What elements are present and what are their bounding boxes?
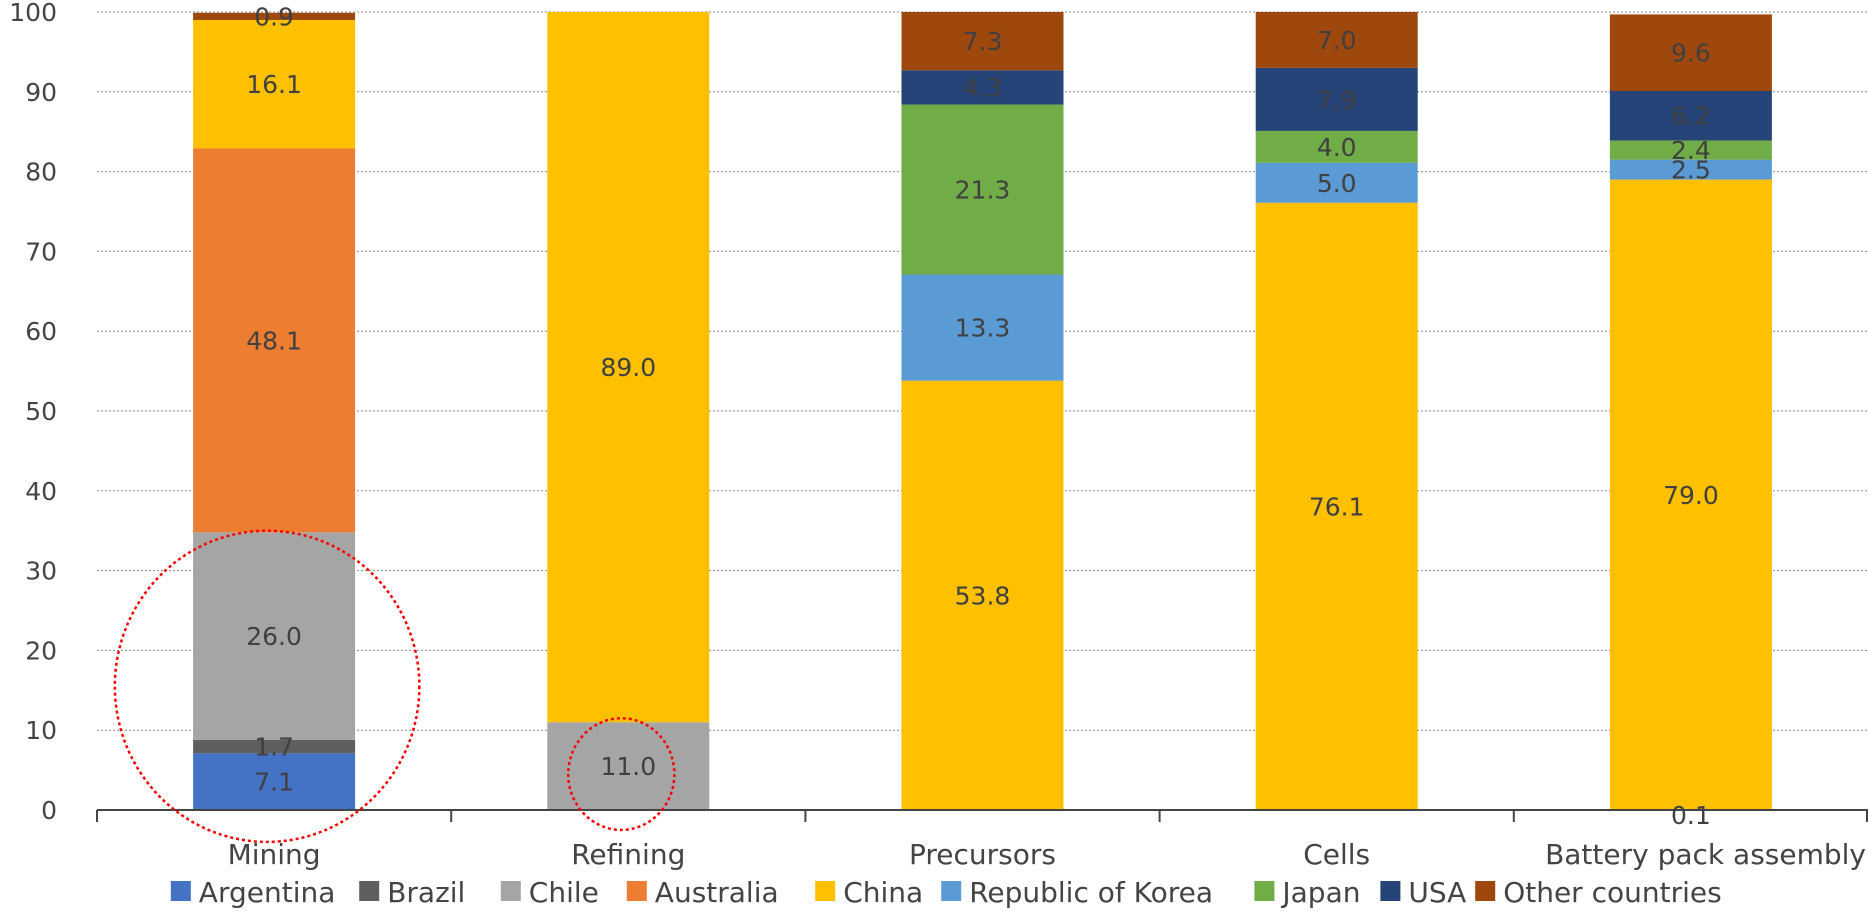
highlight-circles xyxy=(113,529,676,844)
legend-swatch-japan xyxy=(1254,881,1275,901)
legend-swatch-chile xyxy=(500,881,521,901)
legend-label-other-countries: Other countries xyxy=(1503,876,1722,909)
legend-item-japan: Japan xyxy=(1254,876,1360,909)
y-tick-label: 60 xyxy=(25,317,57,346)
legend-label-japan: Japan xyxy=(1280,876,1360,909)
bar-mining-argentina xyxy=(193,753,356,810)
data-label-mining-australia: 48.1 xyxy=(246,326,302,355)
bar-cells-japan xyxy=(1255,130,1418,163)
bar-battery-pack-assembly-usa xyxy=(1609,91,1772,141)
bar-precursors-china xyxy=(901,380,1064,810)
y-tick-label: 0 xyxy=(41,796,57,825)
bar-precursors-republic-of-korea xyxy=(901,274,1064,381)
legend-swatch-australia xyxy=(626,881,647,901)
data-label-mining-brazil: 1.7 xyxy=(254,733,294,762)
bar-precursors-other-countries xyxy=(901,12,1064,71)
y-tick-label: 90 xyxy=(25,78,57,107)
legend-item-usa: USA xyxy=(1380,876,1466,909)
legend-label-australia: Australia xyxy=(655,876,779,909)
legend-swatch-other-countries xyxy=(1475,881,1496,901)
bar-mining-chile xyxy=(193,532,356,740)
bar-refining-chile xyxy=(547,722,710,810)
legend-swatch-china xyxy=(815,881,836,901)
y-tick-label: 20 xyxy=(25,636,57,665)
bar-cells-china xyxy=(1255,202,1418,811)
data-label-battery-pack-assembly-japan: 2.4 xyxy=(1671,136,1711,165)
data-label-battery-pack-assembly-usa: 6.2 xyxy=(1671,102,1711,131)
legend-swatch-republic-of-korea xyxy=(941,881,962,901)
legend-item-china: China xyxy=(815,876,923,909)
y-tick-label: 30 xyxy=(25,557,57,586)
data-label-precursors-republic-of-korea: 13.3 xyxy=(955,314,1011,343)
category-label-battery-pack-assembly: Battery pack assembly xyxy=(1545,838,1866,871)
category-label-refining: Refining xyxy=(571,838,685,871)
data-label-cells-japan: 4.0 xyxy=(1317,133,1357,162)
data-label-precursors-other-countries: 7.3 xyxy=(963,27,1003,56)
bar-precursors-usa xyxy=(901,70,1064,105)
data-label-refining-china: 89.0 xyxy=(600,353,656,382)
y-tick-label: 40 xyxy=(25,477,57,506)
legend-label-republic-of-korea: Republic of Korea xyxy=(969,876,1213,909)
data-label-cells-china: 76.1 xyxy=(1309,492,1365,521)
legend-label-argentina: Argentina xyxy=(199,876,336,909)
data-label-precursors-china: 53.8 xyxy=(955,581,1011,610)
y-tick-label: 70 xyxy=(25,237,57,266)
category-label-precursors: Precursors xyxy=(909,838,1056,871)
bar-battery-pack-assembly-republic-of-korea xyxy=(1609,159,1772,180)
y-tick-label: 50 xyxy=(25,397,57,426)
legend-swatch-argentina xyxy=(170,881,191,901)
bar-cells-other-countries xyxy=(1255,12,1418,68)
legend-item-argentina: Argentina xyxy=(170,876,336,909)
bar-battery-pack-assembly-other-countries xyxy=(1609,14,1772,92)
bar-precursors-japan xyxy=(901,104,1064,275)
bar-battery-pack-assembly-china xyxy=(1609,179,1772,810)
legend-label-brazil: Brazil xyxy=(387,876,465,909)
data-label-precursors-usa: 4.3 xyxy=(963,73,1003,102)
category-label-mining: Mining xyxy=(228,838,321,871)
data-label-precursors-japan: 21.3 xyxy=(955,176,1011,205)
data-label-cells-other-countries: 7.0 xyxy=(1317,26,1357,55)
legend-item-australia: Australia xyxy=(626,876,779,909)
bar-cells-usa xyxy=(1255,67,1418,131)
bar-mining-other-countries xyxy=(193,12,356,20)
bars xyxy=(193,12,1772,811)
data-label-battery-pack-assembly-republic-of-korea: 2.5 xyxy=(1671,156,1711,185)
bar-refining-china xyxy=(547,12,710,723)
bar-mining-brazil xyxy=(193,739,356,754)
data-label-battery-pack-assembly-china: 79.0 xyxy=(1663,481,1719,510)
data-label-mining-china: 16.1 xyxy=(246,70,302,99)
legend-swatch-brazil xyxy=(359,881,380,901)
y-tick-label: 100 xyxy=(9,0,57,27)
data-label-cells-usa: 7.9 xyxy=(1317,85,1357,114)
legend-swatch-usa xyxy=(1380,881,1401,901)
legend: Argentina Brazil Chile Australia China Republ… xyxy=(170,876,1722,909)
data-label-mining-argentina: 7.1 xyxy=(254,768,294,797)
data-label-battery-pack-assembly-other-countries: 9.6 xyxy=(1671,39,1711,68)
annotation-label: 0.1 xyxy=(1671,801,1711,830)
data-label-mining-other-countries: 0.9 xyxy=(254,2,294,31)
y-tick-label: 80 xyxy=(25,158,57,187)
legend-item-other-countries: Other countries xyxy=(1475,876,1722,909)
bar-battery-pack-assembly-japan xyxy=(1609,140,1772,160)
bar-mining-australia xyxy=(193,148,356,533)
bar-mining-china xyxy=(193,19,356,149)
highlight-ellipse-refining xyxy=(566,716,676,832)
legend-item-republic-of-korea: Republic of Korea xyxy=(941,876,1213,909)
data-label-mining-chile: 26.0 xyxy=(246,622,302,651)
legend-label-usa: USA xyxy=(1408,876,1466,909)
legend-item-chile: Chile xyxy=(500,876,599,909)
data-labels: 7.1 1.7 26.0 48.1 16.1 0.9 11.0 89.0 53.8 13.3 21.… xyxy=(246,2,1718,830)
legend-label-china: China xyxy=(843,876,923,909)
axes: 0 10 20 30 40 50 60 70 80 90 100 Mining Refining Prec… xyxy=(9,0,1868,871)
category-label-cells: Cells xyxy=(1303,838,1370,871)
y-tick-label: 10 xyxy=(25,716,57,745)
data-label-cells-republic-of-korea: 5.0 xyxy=(1317,169,1357,198)
legend-item-brazil: Brazil xyxy=(359,876,465,909)
legend-label-chile: Chile xyxy=(529,876,599,909)
data-label-refining-chile: 11.0 xyxy=(600,752,656,781)
highlight-ellipse-mining xyxy=(113,529,421,844)
bar-cells-republic-of-korea xyxy=(1255,162,1418,203)
